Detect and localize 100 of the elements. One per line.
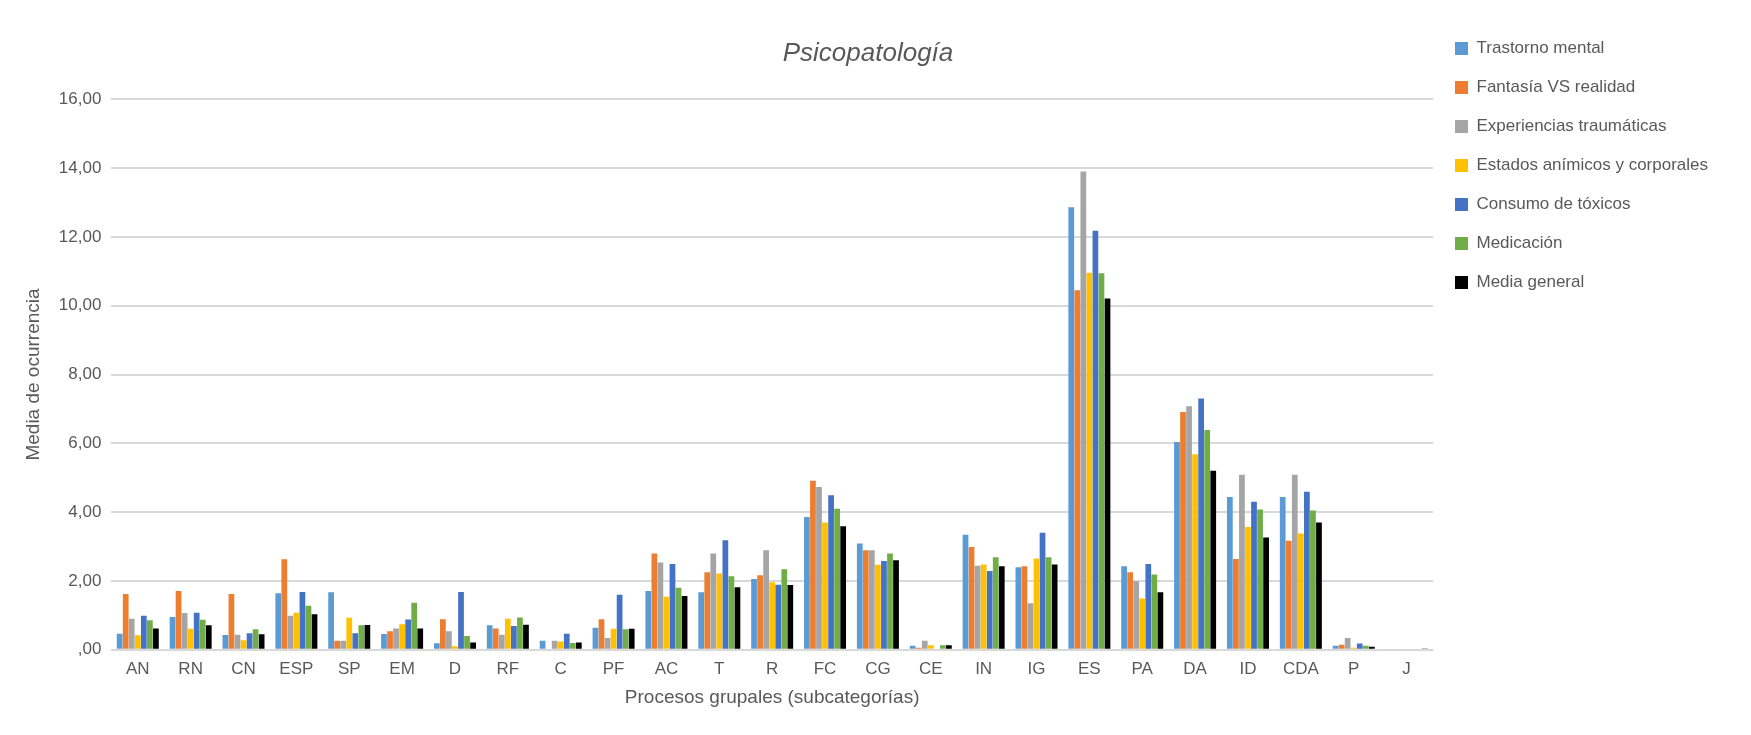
bar (887, 553, 893, 649)
bar (1310, 510, 1316, 649)
bar (834, 508, 840, 649)
bar (828, 495, 834, 649)
bar (698, 592, 705, 649)
bar (405, 619, 412, 649)
bar (1226, 497, 1233, 649)
bar (381, 633, 387, 649)
bar (856, 543, 863, 649)
bar (287, 615, 294, 649)
x-tick-label: CN (231, 658, 256, 678)
x-tick-label: DA (1183, 658, 1208, 678)
x-tick-label: CDA (1282, 658, 1320, 678)
bar (1139, 598, 1146, 649)
bar (575, 642, 582, 649)
bar (1133, 581, 1140, 649)
x-tick-label: AN (125, 658, 150, 678)
x-axis-title: Procesos grupales (subcategorías) (624, 685, 920, 707)
bar (240, 640, 247, 649)
bar (205, 625, 212, 649)
bar (751, 578, 757, 649)
bar (775, 584, 782, 649)
x-tick-label: IG (1027, 658, 1046, 678)
bar (1285, 540, 1292, 649)
bar (1157, 592, 1164, 649)
bar (862, 550, 869, 649)
legend-label: Experiencias traumáticas (1476, 116, 1667, 136)
bar (281, 559, 288, 649)
bar (1362, 645, 1369, 649)
bar (1356, 643, 1363, 649)
bar (1145, 564, 1152, 649)
bar (1233, 558, 1239, 649)
bar (446, 631, 452, 649)
y-tick-label: 4,00 (68, 501, 102, 521)
bar (781, 569, 788, 649)
bar (399, 624, 405, 649)
bar (364, 625, 371, 649)
bar (452, 646, 458, 649)
x-tick-label: J (1402, 658, 1411, 678)
bar (1239, 474, 1245, 649)
bar (1297, 533, 1304, 649)
bar (340, 640, 347, 649)
bar (875, 564, 881, 649)
bar (1180, 412, 1186, 649)
x-tick-label: IN (975, 658, 993, 678)
bar (716, 573, 723, 649)
x-tick-label: AC (654, 658, 679, 678)
y-tick-label: 2,00 (68, 570, 102, 590)
bar (1368, 646, 1375, 649)
bar (1204, 429, 1211, 649)
y-tick-label: 12,00 (58, 226, 102, 246)
bar (1344, 638, 1351, 649)
bar (146, 620, 153, 649)
bar (569, 642, 576, 649)
bar (275, 593, 282, 649)
bar (153, 628, 159, 649)
bar (440, 619, 446, 649)
bar (470, 642, 476, 649)
y-tick-label: 14,00 (58, 157, 102, 177)
bar (486, 625, 493, 649)
bar (328, 592, 334, 649)
bar (1316, 522, 1322, 649)
x-tick-label: ES (1078, 658, 1101, 678)
bar (523, 624, 529, 649)
bar (787, 585, 794, 649)
bar (1210, 470, 1217, 649)
bar (1174, 441, 1180, 649)
legend-label: Trastorno mental (1476, 38, 1605, 58)
x-tick-label: ESP (279, 658, 314, 678)
bar (1080, 171, 1087, 649)
bar (1257, 509, 1263, 649)
bar (893, 560, 899, 649)
x-tick-label: FC (813, 658, 837, 678)
bar (504, 618, 511, 649)
bar (1291, 474, 1298, 649)
bar (840, 526, 847, 649)
bar (1051, 564, 1058, 649)
legend-label: Estados anímicos y corporales (1476, 155, 1709, 175)
bar (464, 636, 470, 649)
bar (604, 638, 611, 649)
bar (1198, 398, 1205, 649)
bar (1186, 406, 1192, 649)
bar (704, 572, 711, 649)
y-tick-label: 6,00 (68, 433, 102, 453)
bar (1304, 491, 1310, 649)
bar (1279, 497, 1286, 649)
x-tick-label: P (1348, 658, 1360, 678)
bar (1245, 526, 1251, 649)
x-tick-label: RF (496, 658, 520, 678)
bar (628, 628, 635, 649)
bar (458, 591, 464, 649)
bar (1068, 207, 1075, 649)
bar (986, 571, 993, 649)
bar (1151, 574, 1158, 649)
bar (927, 645, 934, 649)
bar (551, 640, 558, 649)
bar (869, 550, 875, 649)
x-tick-label: SP (337, 658, 361, 678)
bar (128, 618, 135, 649)
bar (187, 628, 194, 649)
